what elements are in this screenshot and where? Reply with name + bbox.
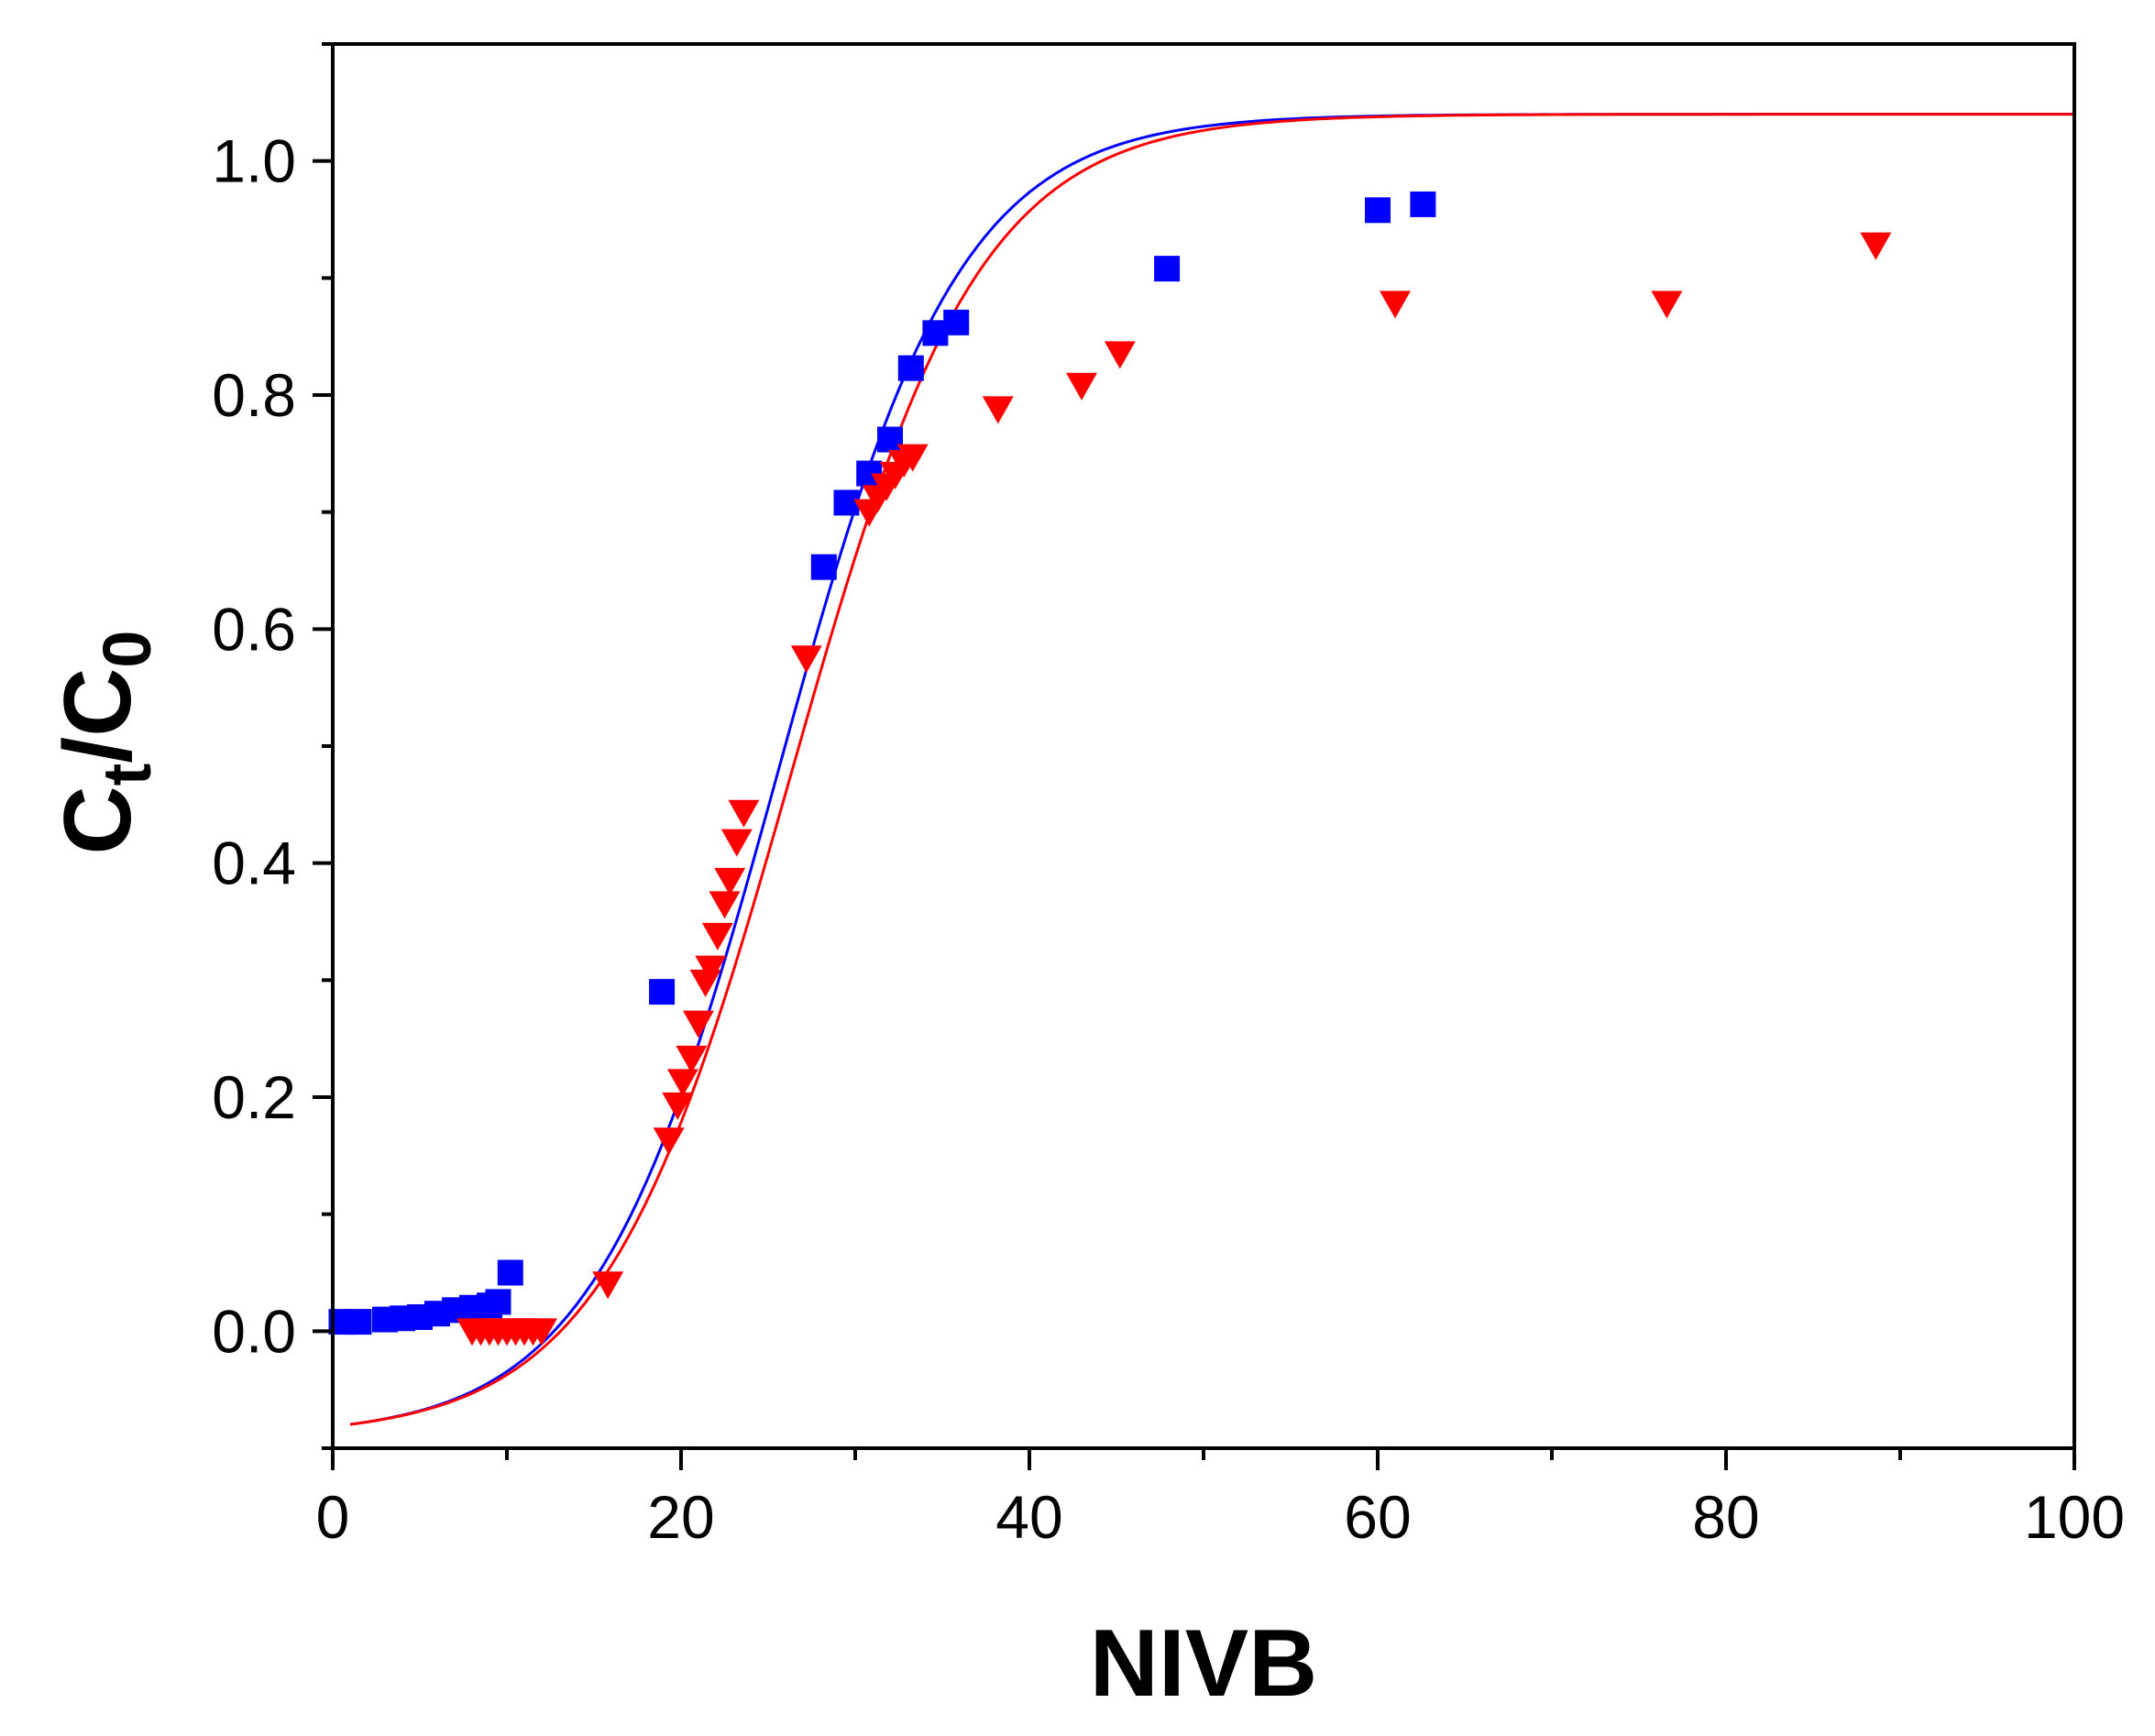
fit-lines — [349, 113, 2074, 1426]
data-point-triangle — [714, 867, 746, 895]
y-tick-label: 0.2 — [212, 1063, 296, 1131]
y-tick-label: 1.0 — [212, 127, 296, 195]
y-axis-ticks: 0.0 0.2 0.4 0.6 0.8 1.0 — [212, 42, 333, 1450]
data-point-triangle — [662, 1092, 694, 1120]
data-point-triangle — [896, 444, 929, 472]
data-point-triangle — [676, 1045, 708, 1073]
x-tick-label: 80 — [1692, 1483, 1759, 1551]
model-fit-red — [349, 113, 2074, 1426]
data-point-square — [877, 426, 903, 453]
y-tick-label: 0.0 — [212, 1297, 296, 1365]
y-label-main: C — [45, 786, 151, 854]
y-tick-label: 0.8 — [212, 361, 296, 429]
x-tick-label: 100 — [2024, 1483, 2125, 1551]
data-point-triangle — [790, 645, 822, 674]
x-tick-label: 0 — [316, 1483, 350, 1551]
data-point-triangle — [701, 922, 733, 950]
data-point-triangle — [1651, 291, 1683, 319]
data-point-triangle — [526, 1318, 557, 1346]
y-axis-label: Ct/C0 — [45, 631, 165, 855]
model-fit-blue — [349, 113, 2074, 1426]
y-tick-label: 0.6 — [212, 595, 296, 663]
data-point-triangle — [695, 955, 727, 983]
x-tick-label: 40 — [995, 1483, 1062, 1551]
data-point-triangle — [982, 396, 1014, 424]
data-point-square — [897, 355, 924, 381]
data-point-triangle — [1380, 291, 1411, 319]
y-label-sub-0: 0 — [89, 631, 165, 668]
data-point-square — [1154, 256, 1181, 282]
y-label-sub-t: t — [89, 764, 165, 786]
data-point-triangle — [666, 1069, 698, 1097]
data-point-square — [346, 1309, 372, 1335]
plot-frame — [331, 42, 2076, 1450]
x-tick-label: 60 — [1344, 1483, 1411, 1551]
data-point-square — [833, 489, 860, 516]
data-point-triangle — [720, 829, 753, 857]
y-tick-label: 0.4 — [212, 830, 296, 897]
data-point-triangle — [709, 891, 741, 919]
data-point-square — [1365, 197, 1391, 224]
x-axis-ticks: 0 20 40 60 80 100 — [316, 1448, 2125, 1551]
data-point-triangle — [1860, 232, 1892, 260]
data-point-triangle — [683, 1010, 714, 1038]
data-markers — [328, 191, 1892, 1346]
x-axis-label: NIVB — [1090, 1610, 1317, 1717]
y-label-separator: /C — [45, 668, 151, 764]
data-point-square — [497, 1259, 523, 1286]
data-point-square — [943, 309, 970, 335]
data-point-triangle — [1104, 341, 1136, 369]
data-point-square — [649, 979, 676, 1005]
data-point-triangle — [728, 799, 760, 828]
x-tick-label: 20 — [647, 1483, 714, 1551]
data-point-triangle — [653, 1127, 685, 1156]
data-point-square — [810, 554, 837, 580]
data-point-square — [1410, 191, 1436, 217]
data-point-square — [485, 1289, 511, 1315]
data-point-triangle — [1066, 372, 1097, 401]
data-point-triangle — [592, 1271, 624, 1300]
